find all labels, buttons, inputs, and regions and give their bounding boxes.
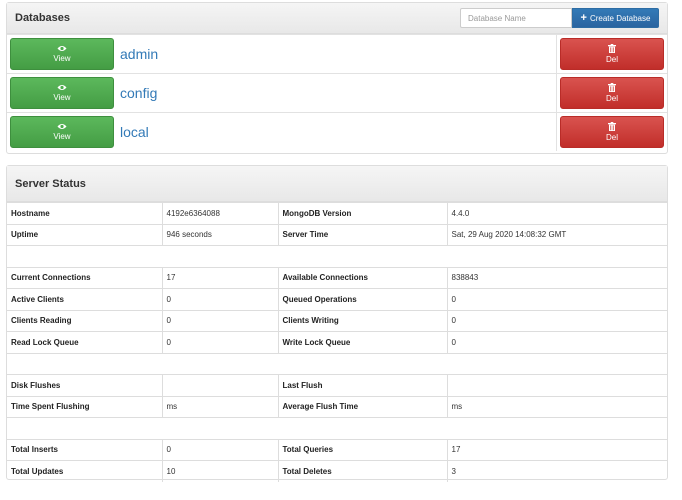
view-label: View bbox=[53, 54, 71, 63]
create-database-button[interactable]: + Create Database bbox=[572, 8, 659, 28]
database-link-admin[interactable]: admin bbox=[120, 46, 159, 62]
status-key: Clients Reading bbox=[7, 309, 162, 332]
delete-label: Del bbox=[605, 94, 618, 103]
spacer-row bbox=[7, 417, 667, 439]
status-key: Uptime bbox=[7, 223, 162, 246]
databases-title: Databases bbox=[15, 12, 71, 24]
status-value: 0 bbox=[161, 309, 278, 332]
status-value: 4.4.0 bbox=[446, 202, 667, 224]
create-database-group: + Create Database bbox=[460, 8, 659, 28]
delete-config-button[interactable]: Del bbox=[560, 77, 664, 109]
status-value: Sat, 29 Aug 2020 14:08:32 GMT bbox=[446, 223, 667, 246]
trash-icon bbox=[608, 122, 616, 131]
status-key: MongoDB Version bbox=[277, 202, 447, 224]
status-value: ms bbox=[161, 395, 278, 418]
status-value bbox=[161, 374, 278, 396]
spacer-row bbox=[7, 352, 667, 375]
status-key: Read Lock Queue bbox=[7, 331, 162, 353]
status-key: Total Inserts bbox=[7, 438, 162, 461]
view-label: View bbox=[53, 93, 71, 102]
table-row: Total Inserts 0 Total Queries 17 bbox=[7, 438, 667, 461]
server-status-panel: Server Status Hostname 4192e6364088 Mong… bbox=[6, 165, 668, 482]
database-row-local: View local Del bbox=[7, 112, 667, 151]
status-key: Hostname bbox=[7, 202, 162, 224]
status-value: ms bbox=[446, 395, 667, 418]
status-key: Disk Flushes bbox=[7, 374, 162, 396]
status-key: Total Deletes bbox=[277, 460, 447, 482]
status-value: 0 bbox=[446, 309, 667, 332]
status-value: 3 bbox=[446, 460, 667, 482]
status-value: 838843 bbox=[446, 266, 667, 289]
status-value: 4192e6364088 bbox=[161, 202, 278, 224]
status-value: 17 bbox=[161, 266, 278, 289]
status-key: Write Lock Queue bbox=[277, 331, 447, 353]
delete-admin-button[interactable]: Del bbox=[560, 38, 664, 70]
trash-icon bbox=[608, 83, 616, 92]
delete-label: Del bbox=[605, 133, 618, 142]
status-key: Server Time bbox=[277, 223, 447, 246]
status-value: 0 bbox=[446, 331, 667, 353]
table-row: Total Updates 10 Total Deletes 3 bbox=[7, 460, 667, 482]
delete-label: Del bbox=[605, 55, 618, 64]
server-status-title: Server Status bbox=[15, 177, 86, 190]
status-key: Total Queries bbox=[277, 438, 447, 461]
status-value: 10 bbox=[161, 460, 278, 482]
database-name-input[interactable] bbox=[460, 8, 572, 28]
databases-panel: Databases + Create Database View admin bbox=[6, 2, 668, 154]
status-key: Last Flush bbox=[277, 374, 447, 396]
status-key: Clients Writing bbox=[277, 309, 447, 332]
view-config-button[interactable]: View bbox=[10, 77, 114, 109]
eye-icon bbox=[57, 124, 67, 129]
database-link-local[interactable]: local bbox=[120, 124, 149, 140]
status-key: Total Updates bbox=[7, 460, 162, 482]
server-status-table: Hostname 4192e6364088 MongoDB Version 4.… bbox=[7, 202, 667, 482]
status-key: Active Clients bbox=[7, 288, 162, 310]
table-row: Time Spent Flushing ms Average Flush Tim… bbox=[7, 395, 667, 418]
view-admin-button[interactable]: View bbox=[10, 38, 114, 70]
eye-icon bbox=[57, 85, 67, 90]
table-row: Hostname 4192e6364088 MongoDB Version 4.… bbox=[7, 202, 667, 224]
create-database-label: Create Database bbox=[589, 13, 651, 23]
status-key: Current Connections bbox=[7, 266, 162, 289]
databases-header: Databases + Create Database bbox=[7, 3, 667, 34]
table-row: Read Lock Queue 0 Write Lock Queue 0 bbox=[7, 331, 667, 353]
trash-icon bbox=[608, 44, 616, 53]
status-value bbox=[446, 374, 667, 396]
table-row: Active Clients 0 Queued Operations 0 bbox=[7, 288, 667, 310]
database-row-config: View config Del bbox=[7, 73, 667, 112]
row-divider bbox=[556, 113, 557, 151]
status-value: 17 bbox=[446, 438, 667, 461]
database-row-admin: View admin Del bbox=[7, 34, 667, 73]
table-row: Disk Flushes Last Flush bbox=[7, 374, 667, 396]
database-link-config[interactable]: config bbox=[120, 85, 158, 101]
view-label: View bbox=[53, 132, 71, 141]
status-value: 0 bbox=[161, 331, 278, 353]
server-status-header: Server Status bbox=[7, 166, 667, 202]
spacer-row bbox=[7, 245, 667, 267]
table-row: Uptime 946 seconds Server Time Sat, 29 A… bbox=[7, 223, 667, 246]
status-value: 0 bbox=[161, 438, 278, 461]
status-value: 0 bbox=[446, 288, 667, 310]
table-row: Current Connections 17 Available Connect… bbox=[7, 266, 667, 289]
table-row: Clients Reading 0 Clients Writing 0 bbox=[7, 309, 667, 332]
status-key: Average Flush Time bbox=[277, 395, 447, 418]
eye-icon bbox=[57, 46, 67, 51]
delete-local-button[interactable]: Del bbox=[560, 116, 664, 148]
status-key: Queued Operations bbox=[277, 288, 447, 310]
row-divider bbox=[556, 35, 557, 73]
status-key: Available Connections bbox=[277, 266, 447, 289]
plus-icon: + bbox=[580, 11, 587, 24]
view-local-button[interactable]: View bbox=[10, 116, 114, 148]
status-key: Time Spent Flushing bbox=[7, 395, 162, 418]
status-value: 0 bbox=[161, 288, 278, 310]
status-value: 946 seconds bbox=[161, 223, 278, 246]
row-divider bbox=[556, 74, 557, 112]
